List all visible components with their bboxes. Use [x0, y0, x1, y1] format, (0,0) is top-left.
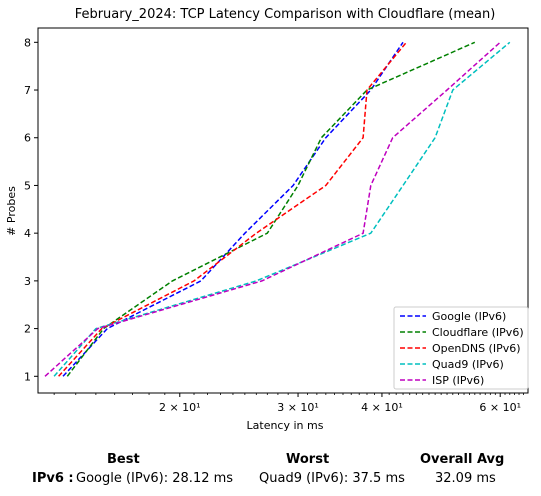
- legend-label: Quad9 (IPv6): [432, 358, 504, 371]
- y-tick-label: 4: [24, 227, 31, 240]
- x-tick-label: 4 × 10¹: [361, 401, 403, 414]
- y-tick-label: 3: [24, 275, 31, 288]
- y-tick-label: 5: [24, 179, 31, 192]
- x-tick-label: 2 × 10¹: [159, 401, 201, 414]
- x-tick-label: 6 × 10¹: [479, 401, 521, 414]
- ipv6-row-label: IPv6 :: [32, 471, 74, 486]
- overall-avg-value: 32.09 ms: [435, 471, 496, 486]
- x-axis-label: Latency in ms: [247, 419, 324, 432]
- y-axis-label: # Probes: [5, 186, 18, 236]
- overall-avg-header: Overall Avg: [420, 452, 505, 467]
- legend-box: [393, 306, 529, 390]
- x-tick-label: 3 × 10¹: [277, 401, 319, 414]
- series-line-opendns-ipv6: [58, 41, 407, 377]
- chart-title: February_2024: TCP Latency Comparison wi…: [75, 7, 496, 22]
- y-tick-label: 1: [24, 370, 31, 383]
- y-axis: 1 2 3 4 5 6 7 8: [24, 36, 38, 383]
- y-tick-label: 8: [24, 36, 31, 49]
- best-header: Best: [107, 452, 140, 467]
- y-tick-label: 7: [24, 84, 31, 97]
- series-lines: [44, 41, 511, 377]
- series-line-cloudflare-ipv6: [66, 41, 476, 377]
- legend-label: OpenDNS (IPv6): [432, 342, 521, 355]
- best-value: Google (IPv6): 28.12 ms: [76, 471, 234, 486]
- worst-header: Worst: [286, 452, 330, 467]
- y-tick-label: 6: [24, 132, 31, 145]
- legend-label: Google (IPv6): [432, 310, 506, 323]
- worst-value: Quad9 (IPv6): 37.5 ms: [259, 471, 405, 486]
- legend: Google (IPv6) Cloudflare (IPv6) OpenDNS (I…: [393, 306, 529, 390]
- legend-label: ISP (IPv6): [432, 374, 484, 387]
- series-line-isp-ipv6: [44, 41, 501, 377]
- y-tick-label: 2: [24, 323, 31, 336]
- x-axis: 2 × 10¹ 3 × 10¹ 4 × 10¹ 6 × 10¹: [53, 393, 524, 414]
- latency-chart: February_2024: TCP Latency Comparison wi…: [5, 7, 529, 432]
- legend-label: Cloudflare (IPv6): [432, 326, 524, 339]
- series-line-quad9-ipv6: [53, 41, 511, 377]
